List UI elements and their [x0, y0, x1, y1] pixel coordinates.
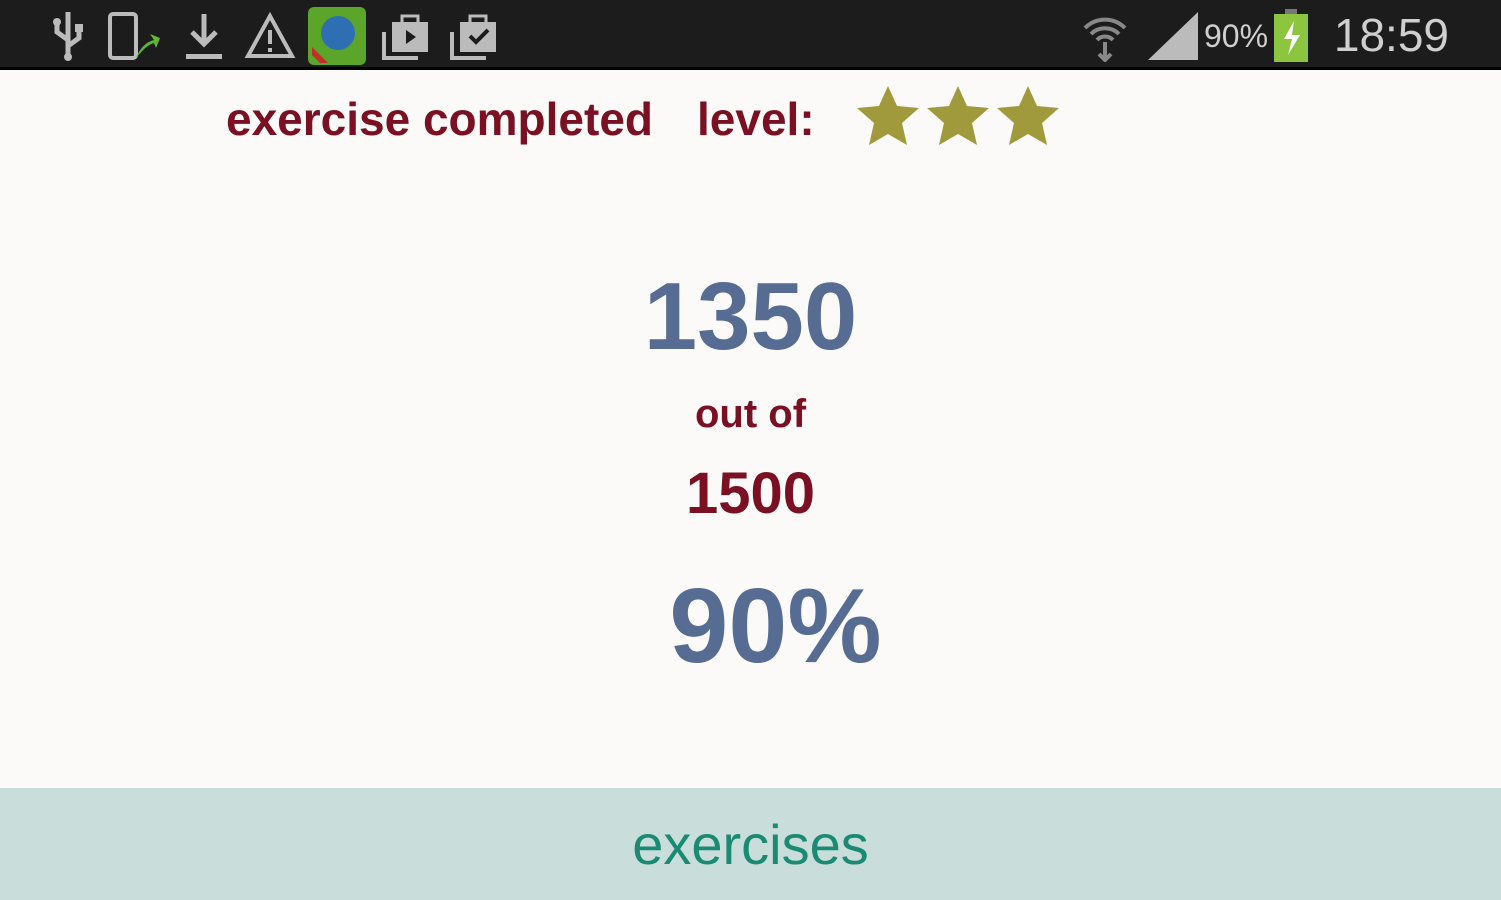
star-icon — [927, 86, 989, 145]
wifi-icon — [1080, 10, 1130, 62]
out-of-label: out of — [694, 392, 807, 436]
warning-icon — [244, 10, 296, 62]
exercise-completed-label: exercise completed — [226, 93, 654, 145]
percent-value: 90% — [669, 567, 882, 685]
clock: 18:59 — [1333, 9, 1449, 61]
result-header: exercise completed level: — [226, 92, 815, 146]
battery-percent: 90% — [1204, 18, 1269, 54]
briefcase-play-icon — [380, 10, 432, 62]
usb-icon — [48, 10, 88, 62]
exercises-button[interactable]: exercises — [0, 788, 1501, 900]
battery-charging-icon — [1272, 9, 1310, 62]
star-icon — [997, 86, 1059, 145]
download-icon — [182, 10, 226, 62]
phone-sync-icon — [106, 10, 162, 62]
status-bar: 90% 18:59 — [0, 0, 1501, 70]
level-label: level: — [697, 93, 815, 145]
star-icon — [857, 86, 919, 145]
signal-icon — [1146, 10, 1202, 62]
level-stars — [856, 84, 1060, 148]
exercises-label: exercises — [632, 812, 869, 876]
briefcase-check-icon — [448, 10, 500, 62]
app-globe-icon — [308, 7, 366, 65]
score-value: 1350 — [643, 263, 858, 370]
total-value: 1500 — [685, 461, 816, 526]
